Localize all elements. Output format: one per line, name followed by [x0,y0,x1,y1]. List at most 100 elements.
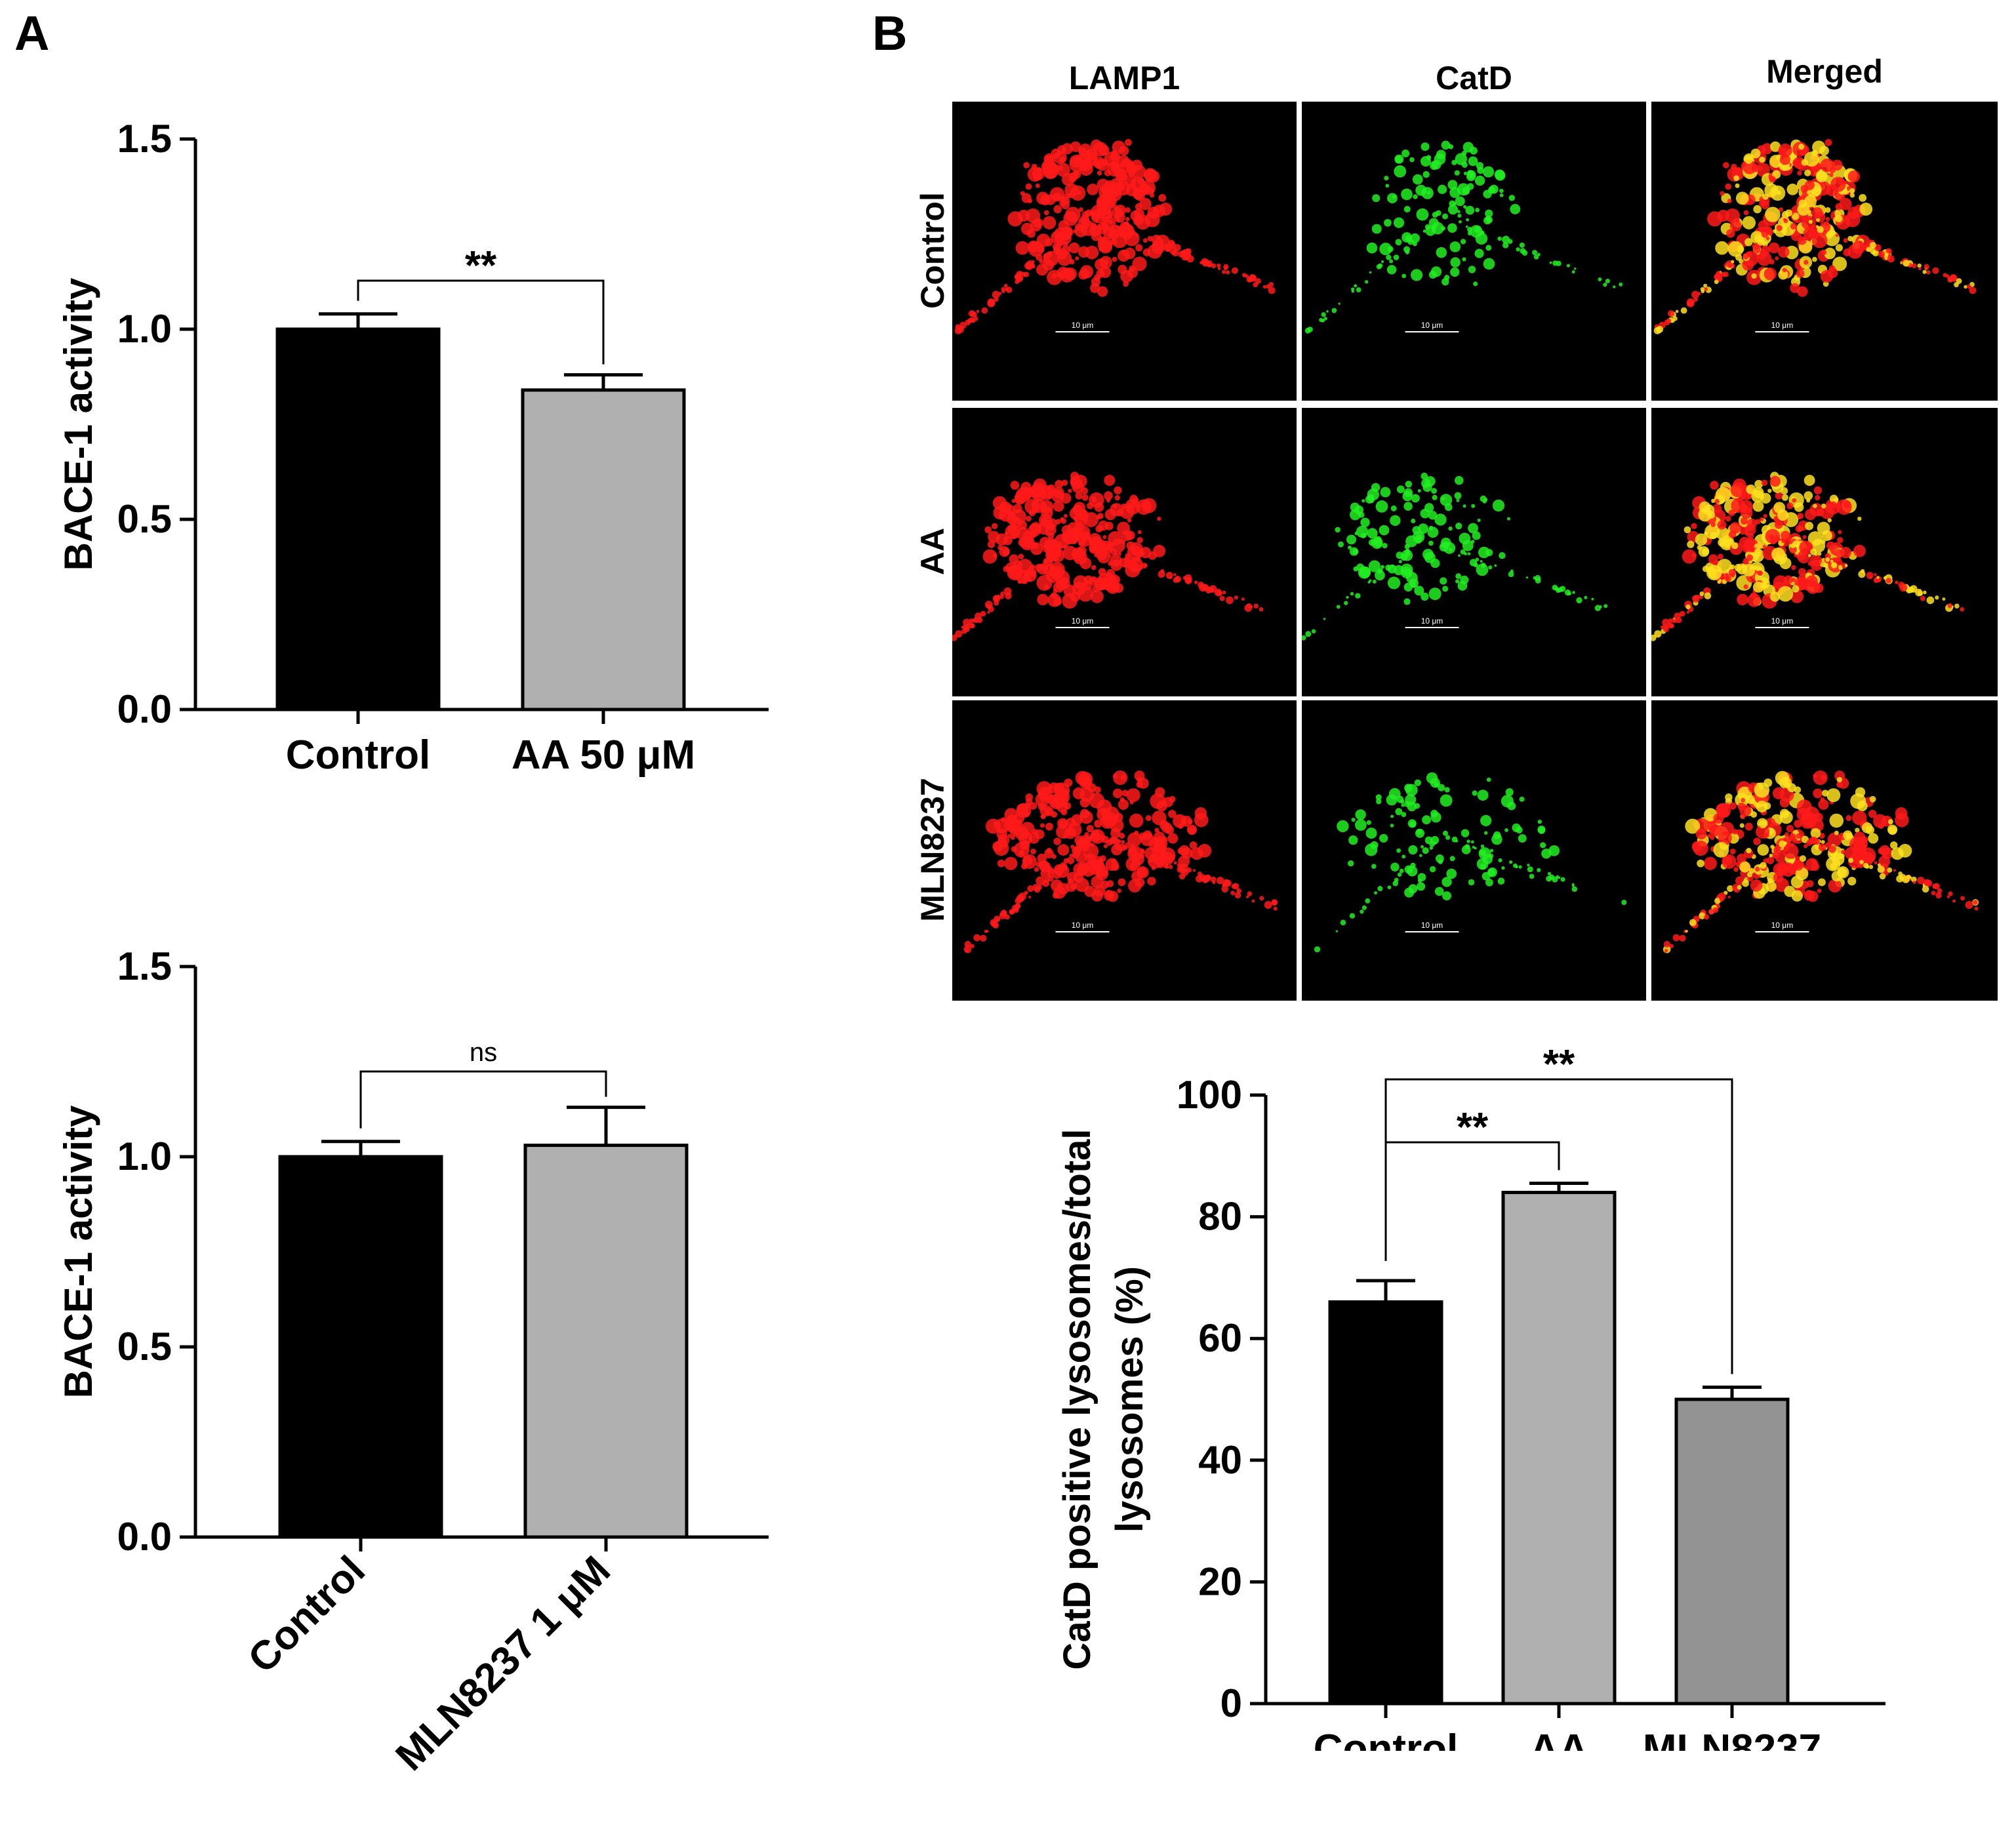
fluorescent-puncta [1537,868,1541,873]
fluorescent-puncta [1041,564,1045,569]
fluorescent-puncta [1698,546,1710,557]
fluorescent-puncta [1834,549,1844,558]
fluorescent-puncta [1710,532,1718,539]
fluorescent-puncta [1843,830,1853,840]
fluorescent-puncta [1764,183,1779,197]
fluorescent-puncta [1319,317,1323,323]
fluorescent-puncta [1076,224,1083,231]
fluorescent-puncta [1112,504,1118,508]
fluorescent-puncta [1829,813,1844,828]
fluorescent-puncta [1851,240,1866,254]
fluorescent-puncta [1264,901,1272,910]
fluorescent-puncta [1468,879,1475,886]
fluorescent-puncta [1889,841,1898,849]
fluorescent-puncta [1159,860,1164,865]
fluorescent-puncta [1878,823,1884,830]
fluorescent-puncta [1005,592,1012,599]
fluorescent-puncta [1405,784,1418,797]
fluorescent-puncta [1527,866,1533,873]
y-tick-label: 40 [1198,1438,1242,1482]
fluorescent-puncta [1226,596,1234,605]
fluorescent-puncta [1241,597,1245,601]
fluorescent-puncta [1118,878,1126,887]
fluorescent-puncta [1401,273,1407,279]
fluorescent-puncta [986,604,992,610]
fluorescent-puncta [1518,834,1527,843]
fluorescent-puncta [1922,270,1927,274]
fluorescent-puncta [1718,538,1727,547]
fluorescent-puncta [1075,492,1083,500]
fluorescent-puncta [1428,270,1437,279]
fluorescent-puncta [979,934,987,942]
fluorescent-puncta [1747,532,1754,540]
fluorescent-puncta [1711,498,1716,504]
fluorescent-puncta [1960,607,1965,612]
fluorescent-puncta [1573,267,1577,270]
fluorescent-puncta [1346,534,1357,545]
fluorescent-puncta [1129,172,1134,177]
fluorescent-puncta [1746,847,1752,854]
fluorescent-puncta [1878,250,1885,258]
fluorescent-puncta [1777,510,1789,521]
micro-image: 10 μm [1651,408,1998,696]
bar [521,388,686,711]
fluorescent-puncta [1091,890,1103,902]
fluorescent-puncta [1021,576,1026,580]
fluorescent-puncta [1081,862,1096,877]
fluorescent-puncta [1729,530,1737,538]
fluorescent-puncta [1428,525,1434,530]
fluorescent-puncta [1221,885,1229,893]
fluorescent-puncta [1825,557,1830,562]
fluorescent-puncta [1415,828,1425,838]
fluorescent-puncta [1805,509,1817,521]
fluorescent-puncta [1920,595,1925,601]
fluorescent-puncta [1386,265,1397,275]
fluorescent-puncta [1056,824,1070,839]
fluorescent-puncta [1799,855,1806,862]
micro-image-svg: 10 μm [1304,140,1623,334]
fluorescent-puncta [1231,883,1237,889]
fluorescent-puncta [1741,517,1748,525]
micro-image: 10 μm [952,700,1297,1001]
fluorescent-puncta [1409,157,1415,163]
fluorescent-puncta [1790,875,1804,889]
fluorescent-puncta [1813,504,1817,508]
fluorescent-puncta [1066,856,1075,864]
fluorescent-puncta [976,310,980,313]
fluorescent-puncta [1034,563,1043,572]
fluorescent-puncta [1045,822,1053,831]
fluorescent-puncta [1556,875,1560,879]
micro-image: 10 μm [1302,408,1646,696]
fluorescent-puncta [1358,511,1365,518]
fluorescent-puncta [1046,847,1052,854]
fluorescent-puncta [1186,255,1194,263]
chart-catd-lysosomes: 0 20 40 60 80 100 CatD positive lysosomes/tota… [1056,1042,1885,1751]
fluorescent-puncta [1486,777,1491,782]
fluorescent-puncta [1800,184,1809,193]
fluorescent-puncta [1761,230,1769,238]
fluorescent-puncta [1410,862,1416,868]
fluorescent-puncta [1858,570,1866,578]
fluorescent-puncta [1165,572,1173,579]
fluorescent-puncta [1366,820,1371,826]
fluorescent-puncta [986,930,989,933]
fluorescent-puncta [1472,790,1478,796]
fluorescent-puncta [1401,803,1405,807]
fluorescent-puncta [1926,596,1935,605]
fluorescent-puncta [1454,492,1462,500]
fluorescent-puncta [1472,845,1476,849]
fluorescent-puncta [1093,838,1098,842]
fluorescent-puncta [1125,216,1130,222]
fluorescent-puncta [1347,860,1354,867]
fluorescent-puncta [1338,302,1341,305]
micro-image: 10 μm [1651,700,1998,1001]
fluorescent-puncta [1853,831,1866,843]
fluorescent-puncta [1401,854,1406,859]
fluorescent-puncta [1176,578,1180,582]
micro-column-header: Merged [1766,53,1883,90]
scale-bar-label: 10 μm [1771,921,1794,930]
fluorescent-puncta [1368,538,1376,546]
fluorescent-puncta [1762,544,1767,549]
fluorescent-puncta [996,917,1000,922]
fluorescent-puncta [1482,854,1493,864]
